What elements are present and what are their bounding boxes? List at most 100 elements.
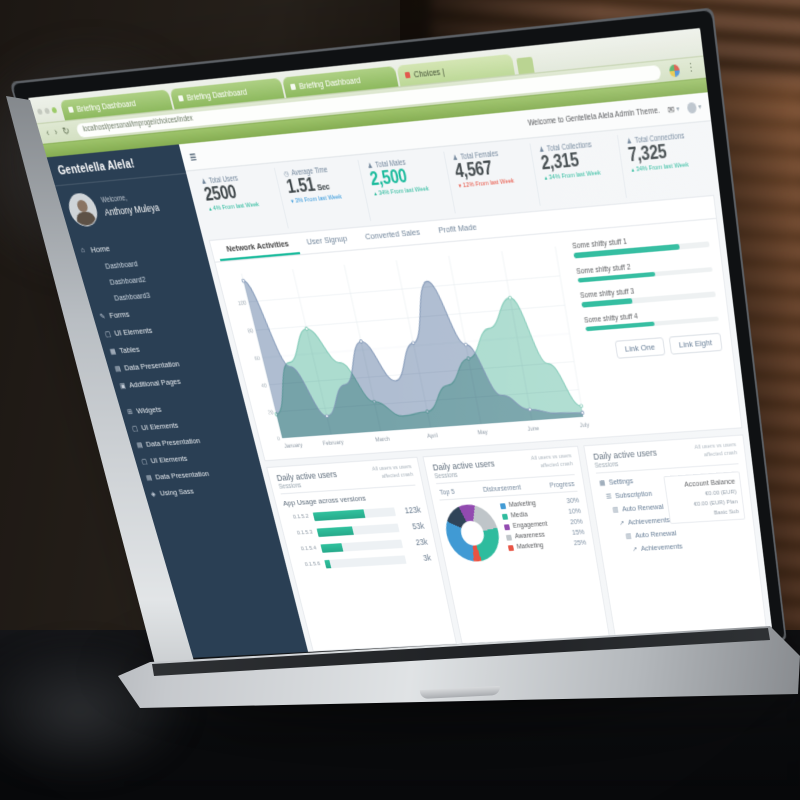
version-label: 0.1.5.2	[292, 513, 310, 521]
area-chart: 0 20 40 60 80 100 January February March April May…	[222, 237, 594, 458]
settings-panel: Daily active users Sessions All users vs…	[583, 434, 767, 637]
list-icon: ☰	[605, 492, 613, 501]
distribution-header: Disbursement	[482, 484, 522, 494]
legend-swatch	[507, 544, 515, 551]
usage-track	[312, 506, 396, 521]
stat-tile: ♟ Total Males 2,500 ▲34% From last Week	[357, 151, 455, 221]
usage-value: 23k	[414, 537, 429, 548]
mail-icon[interactable]: ✉	[667, 104, 676, 116]
svg-text:July: July	[579, 422, 590, 429]
quick-setting-item[interactable]: ↗ Achievements	[608, 538, 749, 555]
link-button[interactable]: Link Eight	[668, 332, 723, 355]
menu-dots-icon[interactable]: ⋮	[685, 61, 697, 75]
topnav-welcome-text: Welcome to Gentellela Alela Admin Theme.	[527, 106, 661, 128]
quick-setting-label: Auto Renewal	[621, 502, 665, 514]
distribution-headers: Top 5 Disbursement Progress	[437, 479, 578, 501]
line-chart-icon: ↗	[618, 519, 625, 527]
progress-fill	[581, 298, 633, 308]
legend-percent: 10%	[567, 508, 582, 516]
stat-tile: ♟ Total Users 2500 ▲4% From last Week	[192, 168, 288, 236]
sidebar-item-label: Additional Pages	[127, 376, 182, 390]
sidebar-item-label: Home	[89, 243, 111, 255]
tab-title: Choices |	[412, 65, 446, 80]
version-label: 0.1.5.4	[300, 545, 318, 553]
svg-text:February: February	[322, 439, 345, 447]
back-icon[interactable]: ‹	[44, 126, 51, 139]
reload-icon[interactable]: ↻	[60, 124, 72, 137]
svg-text:20: 20	[268, 410, 275, 416]
app-usage-row: 0.1.5.6 3k	[298, 553, 432, 570]
sidebar-item-label: Using Sass	[158, 486, 195, 498]
stat-tile: ♟ Total Collections 2,315 ▲34% From last We…	[529, 135, 626, 206]
window-zoom-button[interactable]	[51, 107, 58, 114]
window-minimize-button[interactable]	[43, 107, 51, 115]
line-chart-icon: ↗	[631, 545, 638, 553]
panel-subtitle: All users vs users affected crash	[530, 453, 574, 469]
svg-text:100: 100	[238, 300, 248, 307]
goal-item: Some shitty stuff 3	[580, 281, 716, 308]
legend-row: Engagement 20%	[503, 518, 584, 531]
forward-icon[interactable]: ›	[52, 126, 59, 138]
window-close-button[interactable]	[36, 108, 43, 115]
activities-panel: Network Activities User Signup Converted S…	[208, 194, 743, 462]
legend-row: Marketing 30%	[499, 497, 580, 510]
legend-label: Awareness	[514, 531, 546, 541]
svg-text:60: 60	[254, 356, 261, 362]
chevron-down-icon[interactable]: ▾	[698, 103, 702, 112]
link-button[interactable]: Link One	[614, 337, 666, 359]
stat-tile: ◷ Average Time 1.51Sec ▼3% From last Week	[273, 159, 371, 229]
legend-percent: 30%	[566, 497, 580, 506]
svg-text:January: January	[284, 442, 304, 450]
user-profile: Welcome, Anthony Muleya	[54, 174, 200, 238]
tab-favicon-icon	[290, 83, 297, 91]
sidebar-item-label: UI Elements	[140, 420, 180, 433]
legend-row: Marketing 25%	[507, 540, 587, 551]
main-area: ≡ Welcome to Gentellela Alela Admin Them…	[178, 92, 772, 652]
legend-swatch	[503, 523, 511, 530]
legend-percent: 20%	[569, 518, 584, 527]
stat-tile: ♟ Total Females 4,567 ▼12% From last Week	[442, 143, 540, 214]
usage-value: 123k	[403, 504, 422, 516]
sidebar-item-label: Forms	[108, 309, 131, 321]
goal-item: Some shitty stuff 2	[576, 256, 713, 283]
goal-item: Some shitty stuff 1	[572, 231, 710, 258]
svg-text:April: April	[427, 433, 439, 440]
quick-setting-label: Auto Renewal	[634, 528, 677, 540]
tab-favicon-icon	[177, 95, 184, 102]
sidebar-item-label: Widgets	[135, 404, 163, 416]
stat-tile: ♟ Total Connections 7,325 ▲34% From last We…	[616, 126, 714, 199]
sidebar-item-label: Data Presentation	[123, 359, 181, 373]
usage-track	[320, 539, 403, 553]
goal-buttons: Link One Link Eight	[587, 331, 723, 361]
window-controls[interactable]	[36, 107, 58, 115]
version-label: 0.1.5.3	[296, 529, 314, 537]
panel-subtitle: All users vs users affected crash	[371, 464, 414, 480]
goal-item: Some shitty stuff 4	[584, 306, 719, 332]
app-usage-row: 0.1.5.3 53k	[290, 521, 425, 539]
usage-value: 53k	[411, 520, 426, 532]
legend-swatch	[501, 513, 509, 520]
hamburger-icon[interactable]: ≡	[187, 148, 198, 165]
usage-fill	[312, 508, 365, 521]
account-balance-line: Basic Sub	[713, 508, 740, 517]
sidebar-item-label: Tables	[118, 344, 141, 356]
legend-swatch	[499, 502, 507, 509]
legend-label: Engagement	[512, 520, 549, 530]
chevron-down-icon[interactable]: ▾	[676, 106, 680, 114]
version-label: 0.1.5.6	[304, 561, 321, 568]
usage-fill	[320, 542, 344, 553]
distribution-header: Top 5	[439, 488, 456, 497]
account-balance-line: €0.00 (EUR)	[704, 488, 737, 498]
svg-text:June: June	[527, 425, 540, 432]
tab-title: Briefing Dashboard	[298, 74, 362, 92]
new-tab-button[interactable]	[516, 56, 535, 75]
tab-title: Briefing Dashboard	[185, 86, 248, 104]
topnav-avatar[interactable]	[686, 102, 698, 114]
avatar	[65, 192, 101, 228]
svg-text:40: 40	[261, 383, 268, 389]
legend-label: Marketing	[516, 542, 545, 551]
legend-percent: 15%	[571, 529, 586, 537]
sidebar-item-label: UI Elements	[113, 325, 154, 338]
browser-profile-icon[interactable]	[668, 63, 681, 77]
